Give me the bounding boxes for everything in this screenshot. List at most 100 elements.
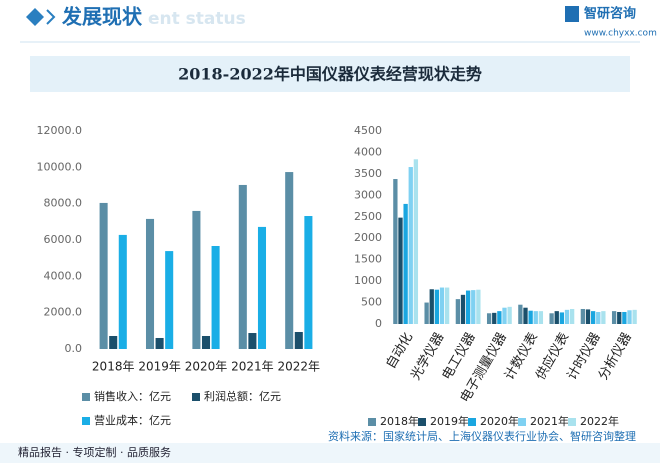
y-tick-label: 10000.0 — [37, 160, 83, 173]
header-watermark: ent status — [148, 9, 246, 29]
y-tick-label: 2500 — [354, 210, 382, 223]
brand-name: 智研咨询 — [584, 6, 636, 22]
bar — [118, 234, 127, 349]
y-tick-label: 8000.0 — [44, 197, 83, 210]
legend-swatch — [468, 418, 476, 426]
header-title: 发展现状 — [61, 5, 143, 29]
x-tick-label: 2018年 — [92, 360, 135, 374]
bar — [617, 311, 622, 324]
y-tick-label: 3500 — [354, 167, 382, 180]
bar — [559, 312, 565, 324]
bar — [460, 294, 466, 324]
footer-source: 资料来源：国家统计局、上海仪器仪表行业协会、智研咨询整理 — [328, 429, 636, 443]
y-tick-label: 3000 — [354, 188, 382, 201]
legend-label: 2018年 — [380, 414, 419, 428]
bar — [211, 245, 220, 349]
bar — [632, 309, 637, 324]
bar — [533, 311, 538, 324]
bar — [145, 218, 155, 349]
banner-title: 2018-2022年中国仪器仪表经营现状走势 — [178, 65, 482, 84]
header-icon — [46, 9, 56, 25]
bar — [429, 289, 434, 324]
legend-swatch — [192, 393, 200, 401]
legend-label: 2021年 — [530, 414, 569, 428]
y-tick-label: 6000.0 — [44, 233, 83, 246]
bar — [155, 337, 164, 349]
legend-label: 2022年 — [580, 414, 619, 428]
y-tick-label: 0 — [375, 317, 382, 330]
x-tick-label: 2019年 — [138, 360, 181, 374]
bar — [476, 289, 481, 324]
bar — [192, 210, 201, 349]
bar — [569, 308, 575, 324]
legend-swatch — [418, 418, 426, 426]
bar — [627, 310, 632, 324]
brand-url: www.chyxx.com — [584, 29, 657, 39]
bar — [601, 311, 606, 324]
legend-label: 2019年 — [430, 414, 469, 428]
legend-swatch — [368, 418, 376, 426]
bar — [304, 216, 313, 349]
bar — [99, 202, 108, 349]
bar — [596, 311, 601, 324]
bar — [403, 203, 408, 324]
bar — [257, 226, 267, 349]
bar — [285, 172, 294, 349]
y-tick-label: 0.0 — [65, 342, 83, 355]
y-tick-label: 4500 — [354, 124, 382, 137]
bar — [455, 299, 461, 324]
footer-bar — [0, 443, 660, 463]
bar — [413, 159, 419, 324]
bar — [554, 311, 559, 324]
legend-label: 销售收入：亿元 — [94, 389, 171, 403]
bar — [502, 307, 507, 324]
legend-swatch — [82, 393, 90, 401]
bar — [518, 304, 523, 324]
bar — [439, 287, 445, 324]
bar — [622, 311, 627, 324]
bar — [434, 289, 440, 324]
y-tick-label: 500 — [361, 296, 382, 309]
header-icon — [26, 8, 44, 26]
banner — [30, 56, 630, 92]
bar — [590, 311, 596, 324]
bar — [486, 313, 492, 324]
y-tick-label: 2000 — [354, 231, 382, 244]
x-tick-label: 2022年 — [278, 360, 321, 374]
bar — [549, 313, 554, 324]
legend-label: 营业成本：亿元 — [94, 413, 171, 427]
bar — [424, 302, 429, 324]
legend-swatch — [568, 418, 576, 426]
brand-logo — [565, 6, 579, 22]
bar — [564, 309, 570, 324]
bar — [492, 312, 497, 324]
bar — [393, 179, 398, 324]
x-tick-label: 2020年 — [185, 360, 228, 374]
bar — [444, 287, 450, 324]
bar — [585, 309, 591, 324]
bar — [238, 184, 247, 349]
bar — [471, 290, 476, 324]
bar — [580, 308, 586, 324]
bar — [201, 335, 211, 349]
bar — [523, 307, 528, 324]
y-tick-label: 4000 — [354, 145, 382, 158]
footer-slogan: 精品报告 · 专项定制 · 品质服务 — [18, 445, 171, 459]
bar — [465, 290, 471, 324]
legend-swatch — [518, 418, 526, 426]
bar — [528, 310, 533, 324]
y-tick-label: 1500 — [354, 253, 382, 266]
bar — [294, 331, 303, 349]
bar — [408, 167, 413, 324]
y-tick-label: 2000.0 — [44, 306, 83, 319]
bar — [248, 333, 257, 349]
legend-swatch — [82, 417, 90, 425]
y-tick-label: 1000 — [354, 274, 382, 287]
legend-label: 2020年 — [480, 414, 519, 428]
bar — [398, 217, 403, 324]
x-tick-label: 2021年 — [231, 360, 274, 374]
y-tick-label: 4000.0 — [44, 269, 83, 282]
y-tick-label: 12000.0 — [37, 124, 83, 137]
bar — [538, 311, 544, 324]
